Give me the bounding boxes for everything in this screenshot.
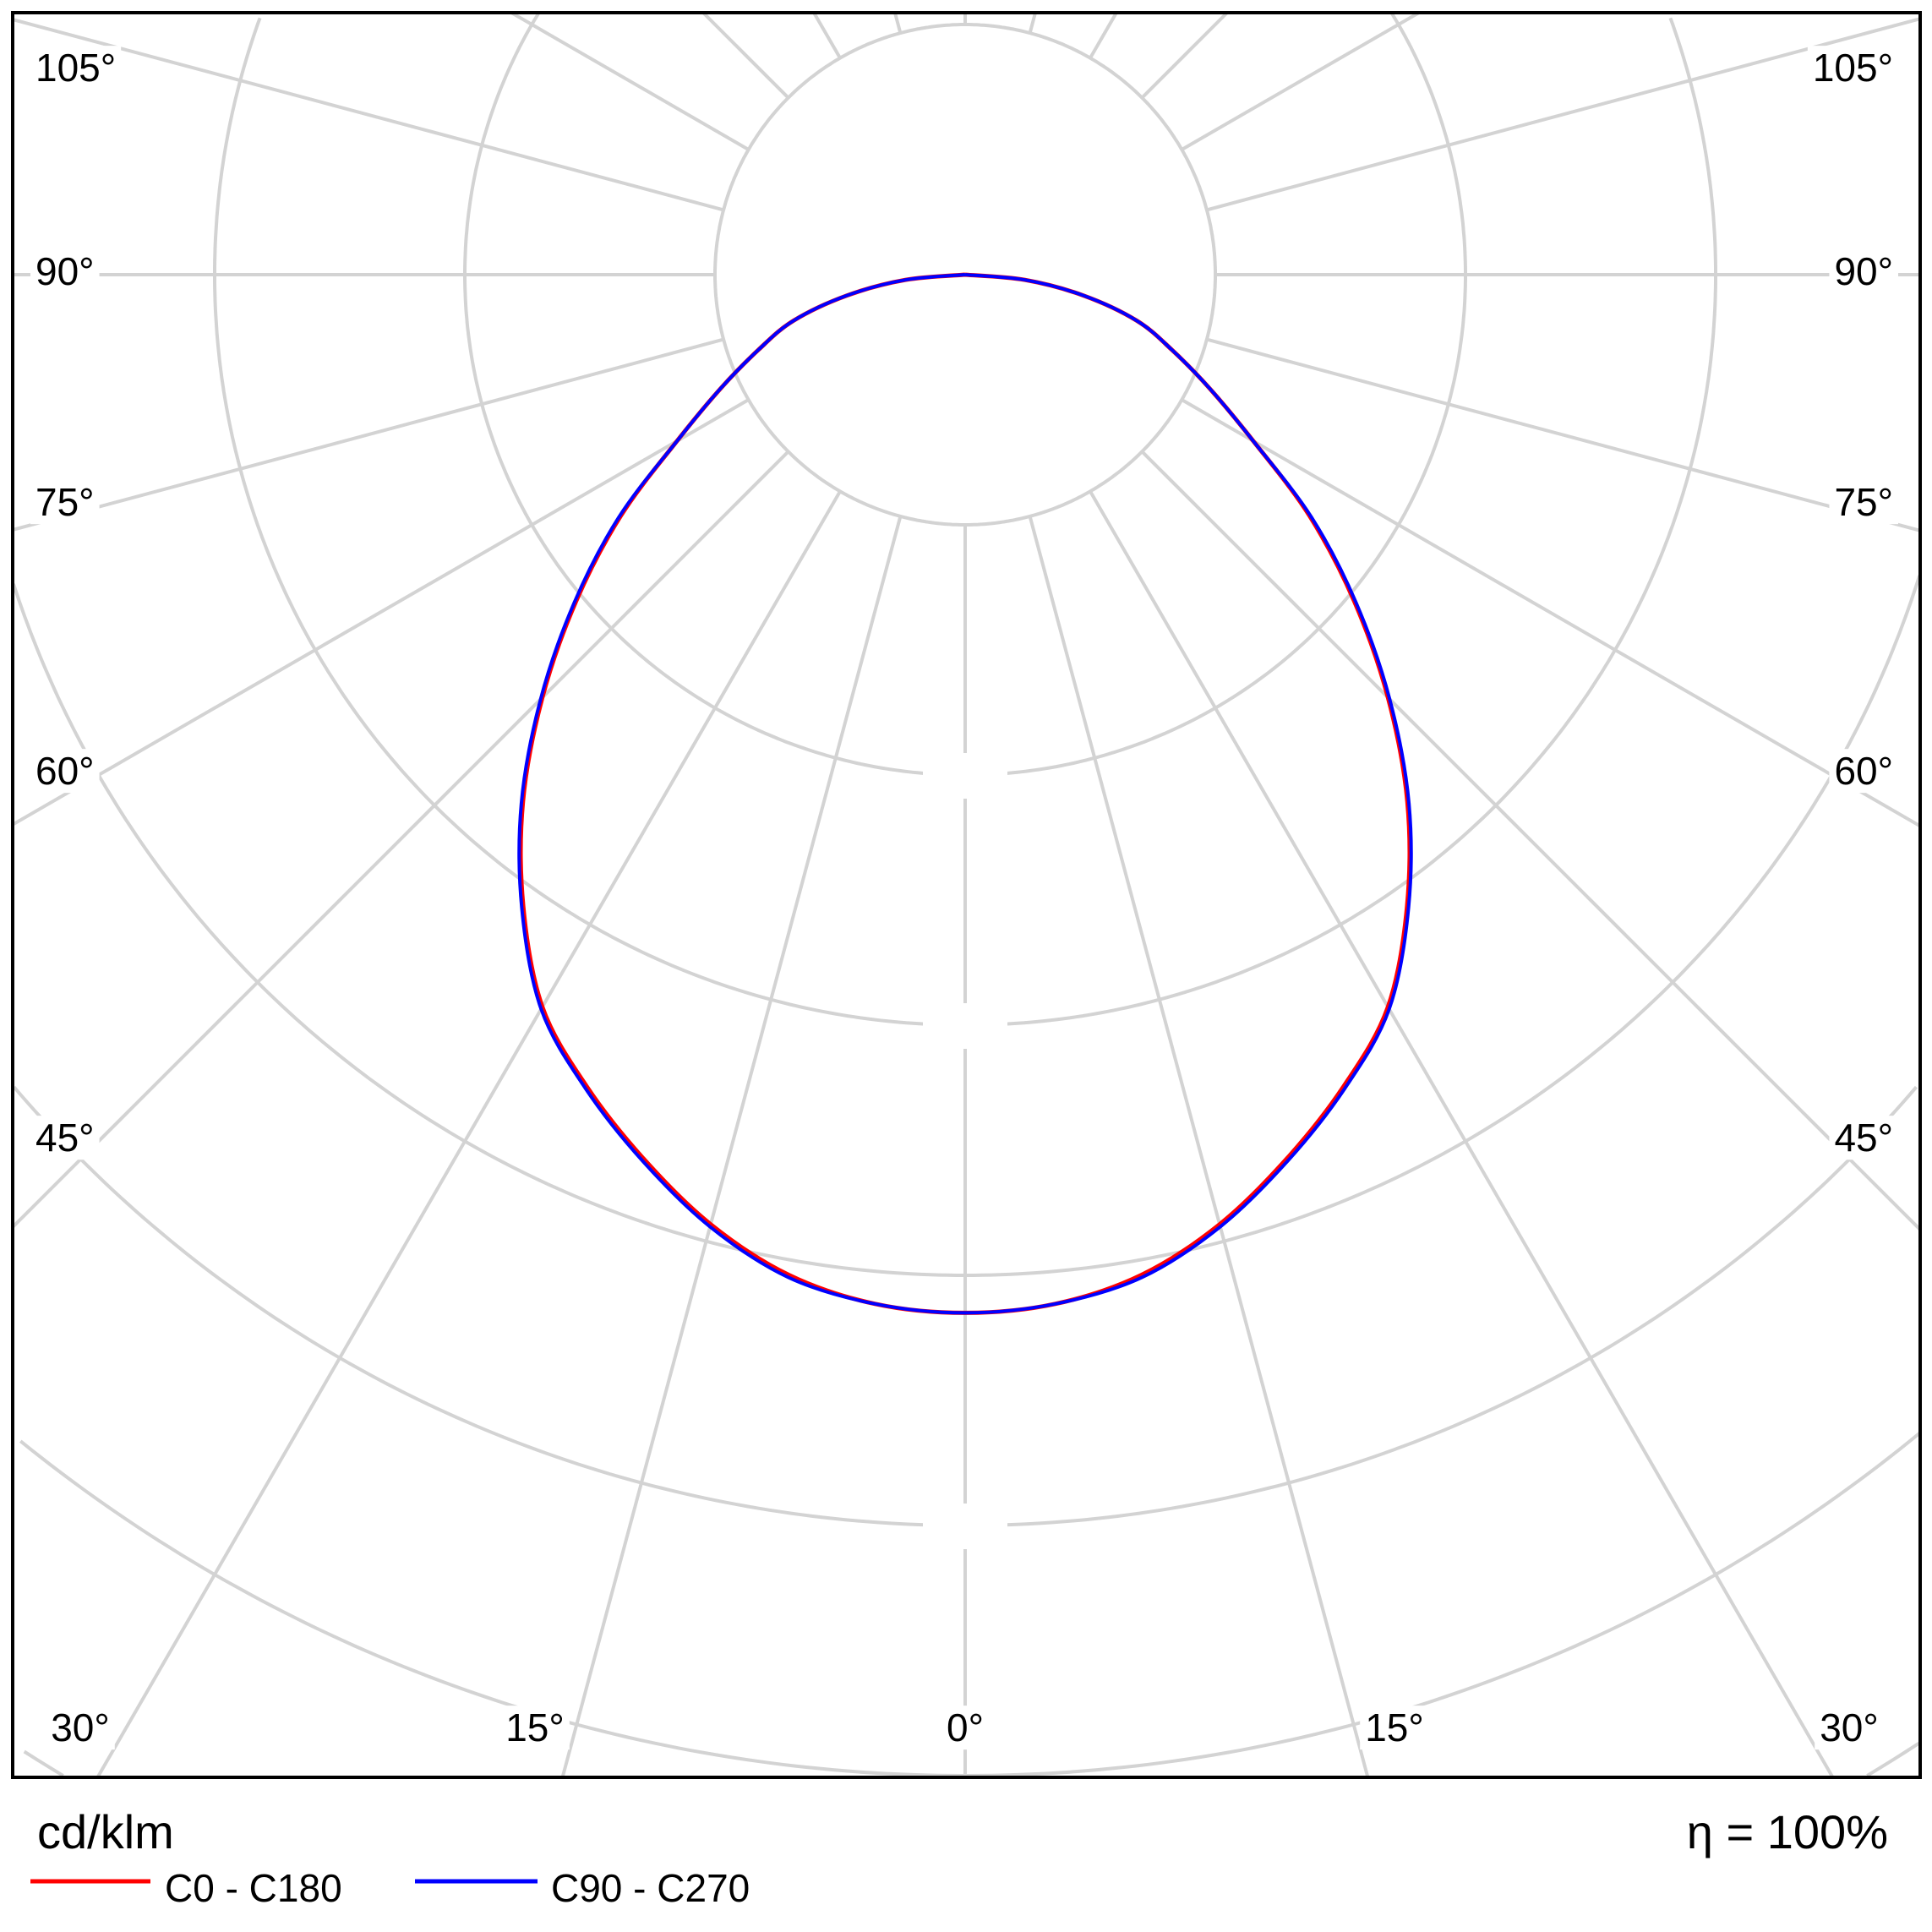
angle-label-left: 60° — [35, 749, 95, 793]
grid-ring — [965, 17, 1717, 1027]
grid-radial-line — [812, 13, 842, 59]
label-background — [30, 46, 122, 90]
grid-ring — [13, 1085, 966, 1527]
grid-radial-line — [1181, 13, 1420, 151]
angle-label-left: 45° — [35, 1116, 95, 1160]
intensity-curves — [517, 272, 1413, 1315]
grid-radial-line — [1140, 450, 1920, 1231]
grid-radial-line — [510, 13, 750, 151]
grid-radial-line — [1028, 13, 1037, 34]
grid-radial-line — [13, 398, 750, 827]
grid-radial-line — [1206, 337, 1920, 532]
grid-radial-line — [13, 337, 724, 532]
grid-radial-line — [1089, 13, 1118, 59]
series-curve-c90-c270 — [517, 273, 1413, 1315]
label-background — [30, 249, 100, 294]
grid-radial-line — [1089, 490, 1835, 1777]
label-background — [1829, 1116, 1898, 1160]
angle-label-bottom: 15° — [505, 1706, 565, 1749]
grid-ring — [463, 13, 965, 777]
label-background — [30, 1116, 100, 1160]
unit-label: cd/klm — [37, 1805, 174, 1858]
label-background — [1829, 249, 1898, 294]
angle-label-left: 90° — [35, 249, 95, 293]
grid-ring — [964, 1085, 1918, 1527]
grid-radial-line — [1181, 398, 1920, 828]
label-background — [500, 1706, 570, 1750]
label-background — [30, 480, 100, 525]
angle-label-bottom: 0° — [947, 1706, 984, 1749]
grid-radial-line — [1206, 17, 1920, 212]
grid-radial-line — [701, 13, 790, 100]
angle-label-bottom: 30° — [1820, 1706, 1879, 1749]
angle-label-right: 60° — [1834, 749, 1893, 793]
grid-radial-line — [96, 490, 842, 1777]
grid-radial-line — [893, 13, 903, 34]
grid-ring — [964, 1431, 1920, 1777]
grid-ring — [23, 1749, 64, 1777]
grid-ring — [1866, 1742, 1920, 1777]
polar-grid — [13, 13, 1920, 1777]
efficiency-label: η = 100% — [1687, 1805, 1888, 1858]
label-background — [1807, 46, 1898, 90]
plot-frame — [11, 11, 1922, 1779]
label-background — [941, 1706, 989, 1750]
label-background — [1829, 749, 1898, 794]
radial-label-blank — [923, 1504, 1007, 1549]
grid-radial-line — [1140, 13, 1229, 100]
angle-label-left: 75° — [35, 480, 95, 524]
angle-label-right: 90° — [1834, 249, 1893, 293]
angle-label-right: 105° — [1813, 46, 1893, 90]
label-background — [1815, 1706, 1884, 1750]
angle-label-right: 75° — [1834, 480, 1893, 524]
grid-ring — [965, 13, 1467, 777]
angle-label-bottom: 30° — [51, 1706, 110, 1749]
grid-radial-line — [1028, 516, 1370, 1777]
grid-ring — [13, 583, 965, 1277]
angle-label-bottom: 15° — [1365, 1706, 1424, 1749]
grid-ring — [965, 575, 1920, 1277]
angle-label-left: 105° — [35, 46, 116, 90]
grid-ring — [19, 1439, 966, 1777]
grid-ring — [213, 17, 965, 1027]
radial-label-blank — [923, 1003, 1007, 1049]
radial-label-blank — [923, 753, 1007, 799]
label-background — [30, 749, 100, 794]
angle-labels: 105° 90° 75° 60° 45° 105° 90° 75° 60° 45° 30° 15° 0°… — [30, 46, 1898, 1750]
grid-radial-line — [560, 516, 903, 1777]
grid-radial-line — [13, 450, 790, 1229]
label-background — [1360, 1706, 1429, 1750]
label-background — [46, 1706, 115, 1750]
radial-label-gaps — [923, 753, 1007, 1549]
label-background — [1829, 480, 1898, 525]
angle-label-right: 45° — [1834, 1116, 1893, 1160]
legend-label-c0-c180: C0 - C180 — [165, 1866, 342, 1910]
legend-label-c90-c270: C90 - C270 — [551, 1866, 750, 1910]
grid-radial-line — [13, 18, 724, 212]
